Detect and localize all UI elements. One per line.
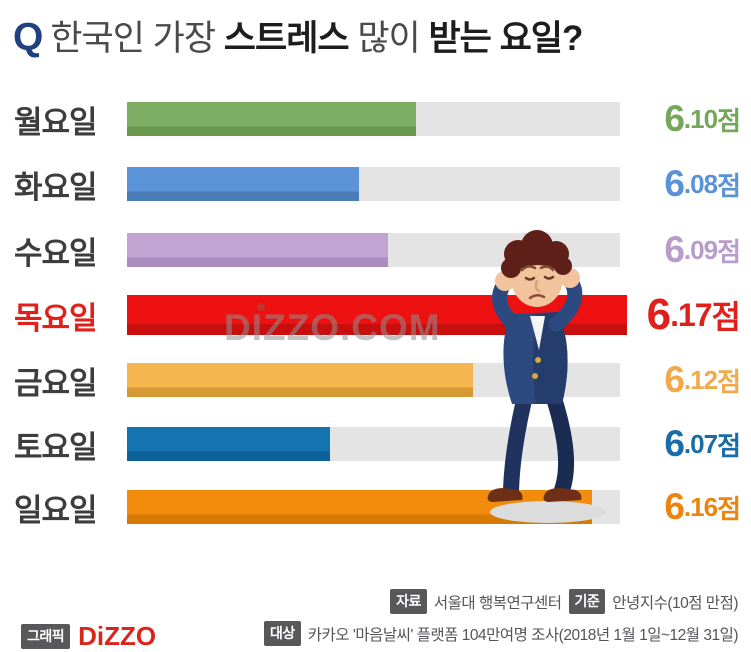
bar-fill <box>127 427 331 461</box>
title-segment: 받는 요일? <box>428 19 583 58</box>
score-int: 6 <box>646 290 672 339</box>
target-text: 카카오 '마음날씨' 플랫폼 104만여명 조사(2018년 1월 1일~12월… <box>307 626 739 644</box>
score-unit: 점 <box>717 236 741 267</box>
bar-fill <box>127 102 416 136</box>
title-segment: 많이 <box>348 19 429 58</box>
question-mark-q: Q <box>13 16 43 59</box>
score-int: 6 <box>664 229 685 270</box>
bar-track <box>127 167 620 201</box>
score-frac: .16 <box>683 491 718 522</box>
score-frac: .12 <box>683 364 718 395</box>
day-label: 토요일 <box>14 429 98 465</box>
bar-track <box>127 102 620 136</box>
score-value: 6.16 점 <box>560 486 741 527</box>
bar-fill <box>127 363 474 397</box>
score-frac: .08 <box>683 168 718 199</box>
watermark-i-dot <box>257 303 265 311</box>
score-int: 6 <box>664 486 685 527</box>
watermark-text: DIZZO.COM <box>224 307 441 348</box>
stressed-man-illustration <box>487 230 606 523</box>
score-value: 6.07 점 <box>560 423 741 464</box>
score-int: 6 <box>664 98 685 139</box>
dizzo-logo: DiZZO <box>78 621 157 651</box>
page-title: Q 한국인 가장 스트레스 많이 받는 요일? <box>13 10 583 61</box>
score-int: 6 <box>664 359 685 400</box>
footer-logo-group: 그래픽 DiZZO <box>21 621 156 652</box>
score-value: 6.17 점 <box>560 290 741 339</box>
bar-track <box>127 427 620 461</box>
day-label: 수요일 <box>14 235 98 271</box>
score-value: 6.12 점 <box>560 359 741 400</box>
score-unit: 점 <box>717 493 741 524</box>
score-frac: .10 <box>683 103 718 134</box>
score-int: 6 <box>664 163 685 204</box>
score-int: 6 <box>664 423 685 464</box>
day-label: 목요일 <box>14 300 98 336</box>
day-label: 화요일 <box>14 169 98 205</box>
score-unit: 점 <box>717 366 741 397</box>
day-label: 일요일 <box>14 492 98 528</box>
bar-fill <box>127 233 389 267</box>
day-label: 금요일 <box>14 365 98 401</box>
score-frac: .09 <box>683 234 718 265</box>
score-unit: 점 <box>717 105 741 136</box>
score-value: 6.08 점 <box>560 163 741 204</box>
man-shadow <box>490 501 606 523</box>
graphic-badge: 그래픽 <box>21 624 71 649</box>
source-text: 서울대 행복연구센터 <box>433 594 562 612</box>
footer-target-line: 대상 카카오 '마음날씨' 플랫폼 104만여명 조사(2018년 1월 1일~… <box>264 621 739 646</box>
score-unit: 점 <box>711 299 741 335</box>
score-value: 6.09 점 <box>560 229 741 270</box>
page-title-segments: 한국인 가장 스트레스 많이 받는 요일? <box>50 19 583 58</box>
footer-source-line: 자료 서울대 행복연구센터 기준 안녕지수(10점 만점) <box>390 589 738 614</box>
score-unit: 점 <box>717 430 741 461</box>
bar-fill <box>127 167 360 201</box>
standard-text: 안녕지수(10점 만점) <box>612 594 738 612</box>
score-frac: .17 <box>670 296 712 333</box>
title-segment: 한국인 가장 <box>50 19 224 58</box>
source-badge: 자료 <box>390 589 427 614</box>
score-frac: .07 <box>683 428 718 459</box>
target-badge: 대상 <box>264 621 301 646</box>
score-unit: 점 <box>717 170 741 201</box>
standard-badge: 기준 <box>568 589 606 614</box>
score-value: 6.10 점 <box>560 98 741 139</box>
day-label: 월요일 <box>14 104 98 140</box>
title-segment: 스트레스 <box>223 19 350 58</box>
